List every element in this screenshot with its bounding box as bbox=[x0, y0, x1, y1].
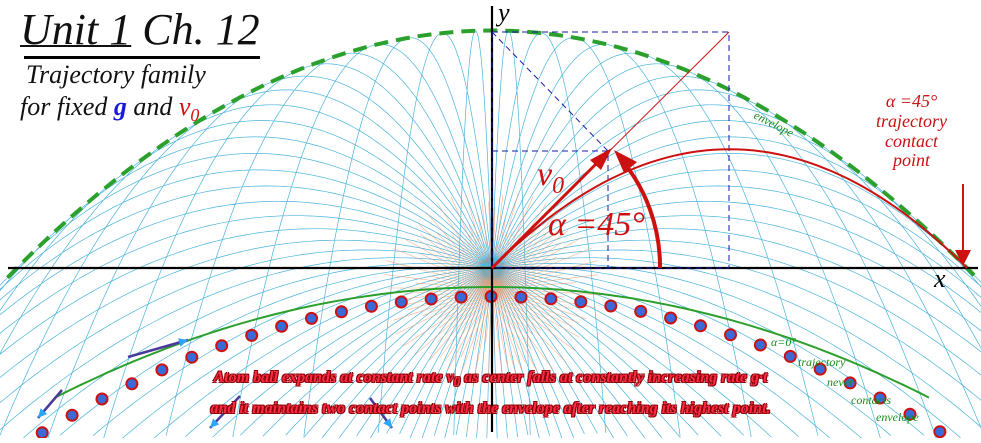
contact-dot bbox=[664, 311, 678, 325]
contact-dot bbox=[753, 338, 767, 352]
contact-dot bbox=[155, 363, 169, 377]
velocity-arrowhead bbox=[590, 148, 612, 170]
caption-line2: and it maintains two contact points with… bbox=[210, 400, 771, 417]
contact-dot bbox=[933, 425, 947, 439]
angle-label: α =45° bbox=[548, 206, 645, 243]
contact-dot bbox=[783, 349, 797, 363]
expansion-arrow-4-head bbox=[383, 418, 392, 428]
expansion-arrow-2-head bbox=[38, 408, 48, 418]
zero-angle-note-5: envelope bbox=[876, 410, 919, 424]
velocity-label: v0 bbox=[537, 156, 565, 199]
contact-dot bbox=[424, 292, 438, 306]
contact-dot bbox=[35, 426, 49, 440]
y-axis-label: y bbox=[498, 0, 510, 27]
expansion-arrow-1-head bbox=[178, 338, 188, 347]
contact-dot bbox=[514, 290, 528, 304]
zero-angle-note-2: trajectory bbox=[798, 355, 846, 369]
contact-arrowhead bbox=[955, 250, 971, 266]
contact-dot bbox=[364, 299, 378, 313]
contact-dot bbox=[694, 319, 707, 333]
contact-dot bbox=[574, 295, 588, 309]
contact-dot bbox=[634, 304, 648, 318]
box-diagonal bbox=[491, 31, 609, 152]
contact-dot bbox=[903, 407, 917, 421]
g-symbol: g bbox=[113, 92, 127, 121]
contact-dot bbox=[65, 408, 79, 422]
subtitle-line2: for fixed g and v0 bbox=[20, 92, 200, 126]
contact-dot bbox=[873, 391, 887, 405]
expansion-arrow-3-head bbox=[210, 418, 220, 428]
zero-angle-note-1: α=0° bbox=[771, 335, 797, 349]
contact-point-annotation: α =45° trajectory contact point bbox=[876, 91, 947, 171]
x-axis-label: x bbox=[934, 264, 946, 293]
contact-dot bbox=[604, 299, 618, 313]
v0-symbol: v0 bbox=[178, 92, 200, 126]
trajectory-45 bbox=[491, 148, 968, 269]
page-title: Unit 1 Ch. 12 bbox=[20, 5, 260, 54]
expansion-arrow-1-shaft bbox=[127, 338, 189, 359]
contact-dot bbox=[454, 290, 468, 304]
contact-dot bbox=[245, 328, 259, 342]
contact-dot bbox=[95, 392, 109, 406]
zero-angle-note-4: contacts bbox=[851, 393, 891, 407]
contact-dot bbox=[305, 311, 318, 325]
contact-dot bbox=[843, 376, 857, 390]
contact-dot bbox=[813, 362, 827, 376]
contact-dot bbox=[275, 319, 289, 333]
contact-dot bbox=[544, 292, 558, 306]
contact-dot bbox=[125, 377, 139, 391]
contact-dot bbox=[394, 295, 408, 309]
caption-line1: Atom ball expands at constant rate v0 as… bbox=[213, 369, 768, 390]
contact-dot bbox=[724, 328, 737, 342]
angle-arc-arrowhead bbox=[614, 150, 637, 173]
contact-dot bbox=[334, 305, 348, 319]
contact-dot bbox=[215, 339, 229, 353]
subtitle-line1: Trajectory family bbox=[26, 60, 206, 89]
title-rule bbox=[24, 56, 260, 59]
contact-dot bbox=[185, 350, 199, 364]
zero-angle-note-3: never bbox=[827, 375, 854, 389]
